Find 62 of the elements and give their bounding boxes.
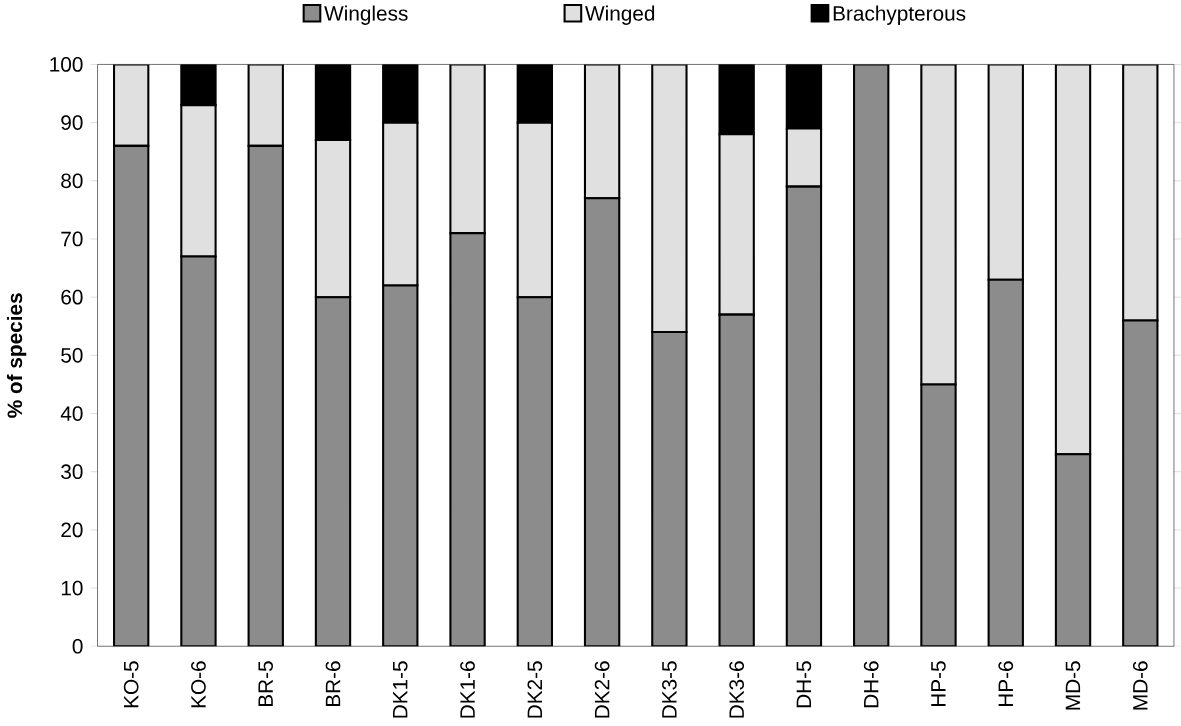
bar	[785, 185, 823, 647]
bar	[180, 104, 217, 258]
x-tick-label: DK2-5	[527, 661, 543, 718]
bar	[853, 64, 890, 647]
y-tick-label: 80	[61, 173, 83, 189]
y-tick-label: 100	[50, 56, 83, 72]
bar	[314, 138, 352, 299]
legend-label: Brachypterous	[833, 5, 966, 25]
bar	[583, 64, 621, 200]
bar	[314, 296, 352, 647]
bar	[382, 121, 419, 287]
x-tick-label: MD-5	[1065, 661, 1081, 710]
bar	[1054, 64, 1092, 456]
bar	[449, 232, 486, 647]
y-tick-label: 10	[61, 580, 83, 596]
bar	[718, 313, 755, 647]
y-tick-label: 30	[61, 464, 83, 479]
bar	[516, 121, 554, 299]
bar	[651, 64, 688, 334]
bar	[920, 64, 957, 386]
bar	[987, 64, 1024, 281]
bar	[987, 278, 1024, 647]
x-tick-label: HP-6	[998, 661, 1014, 706]
x-tick-label: KO-5	[123, 661, 139, 708]
bar	[113, 144, 150, 647]
bar	[651, 330, 688, 647]
y-tick-label: 20	[61, 522, 83, 538]
y-tick-label: 0	[72, 638, 83, 654]
bar	[1122, 64, 1159, 322]
x-tick-label: DK1-5	[393, 661, 408, 718]
x-tick-label: MD-6	[1132, 661, 1148, 710]
x-tick-label: DK3-5	[662, 661, 677, 718]
legend-label: Winged	[585, 5, 655, 25]
x-tick-label: BR-5	[258, 661, 273, 706]
bar	[382, 284, 419, 647]
y-tick-label: 90	[61, 115, 83, 130]
x-tick-label: DH-5	[796, 661, 812, 708]
x-tick-label: BR-6	[325, 661, 341, 706]
y-tick-label: 70	[61, 231, 83, 247]
bar	[785, 127, 823, 188]
bar	[180, 255, 217, 647]
x-tick-label: HP-5	[931, 661, 946, 706]
bar	[583, 197, 621, 647]
y-tick-label: 50	[61, 347, 83, 363]
bar	[1122, 319, 1159, 647]
bar	[516, 296, 554, 647]
bar	[718, 133, 755, 316]
y-axis-title: % of species	[6, 293, 27, 418]
x-tick-label: DH-6	[863, 661, 879, 708]
x-tick-label: DK1-6	[460, 661, 475, 718]
bar	[247, 64, 284, 147]
bar	[1054, 453, 1092, 647]
bar	[113, 64, 150, 147]
y-tick-label: 40	[60, 406, 83, 421]
y-tick-label: 60	[61, 289, 83, 305]
bar	[247, 144, 284, 647]
x-tick-label: KO-6	[191, 661, 206, 708]
bar	[449, 64, 486, 235]
legend-label: Wingless	[324, 5, 408, 25]
x-tick-label: DK3-6	[729, 661, 744, 718]
bar	[920, 383, 957, 647]
x-tick-label: DK2-6	[594, 661, 610, 718]
